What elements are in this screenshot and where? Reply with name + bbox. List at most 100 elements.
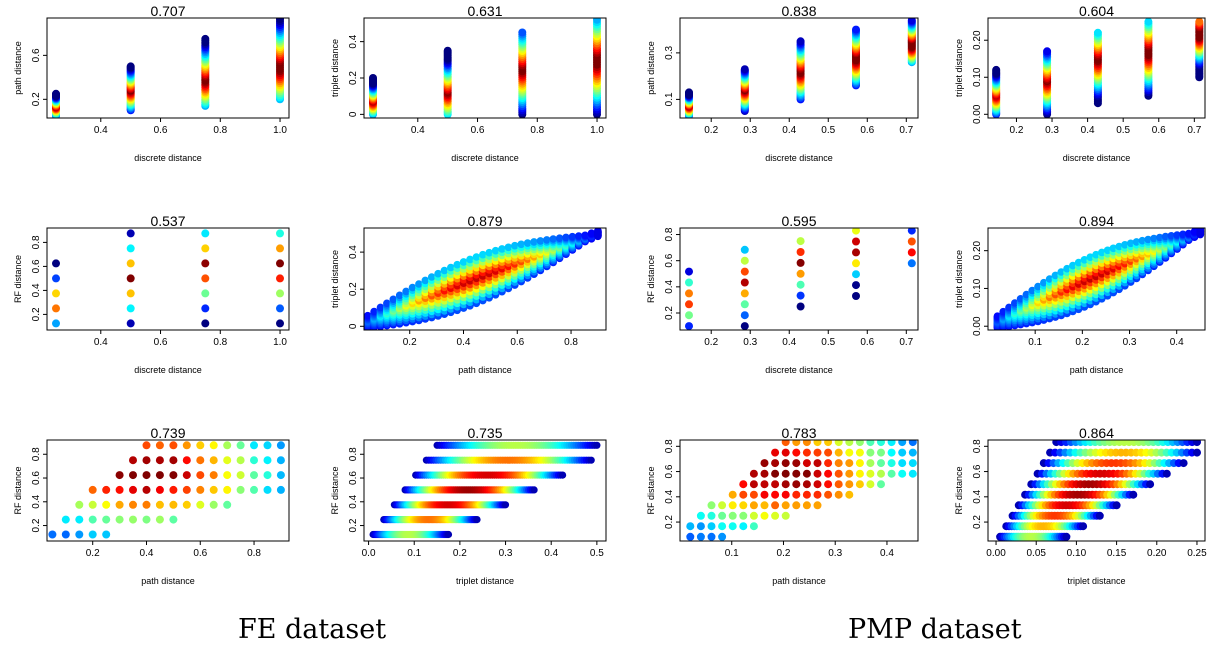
data-point (61, 515, 70, 524)
data-point (802, 459, 811, 468)
y-tick-label: 0.4 (31, 494, 42, 508)
data-point (852, 292, 860, 300)
data-point (88, 530, 97, 539)
scatter-panel-2: 0.631 0.4 0.6 0.8 1.0 0 0.2 0.4 discrete distanc… (330, 3, 607, 163)
y-tick-label: 0.2 (664, 515, 675, 529)
data-point (781, 448, 790, 457)
data-point (749, 522, 758, 531)
y-tick-label: 0.6 (31, 471, 42, 485)
x-axis-label: triplet distance (456, 576, 514, 586)
y-axis-label: triplet distance (330, 250, 340, 308)
data-point (209, 441, 218, 450)
data-point (907, 259, 916, 268)
data-point (845, 459, 854, 468)
data-point (1173, 231, 1181, 239)
data-point (568, 232, 577, 241)
y-tick-label: 0 (348, 323, 359, 329)
data-point (276, 274, 284, 283)
data-point (855, 469, 864, 478)
x-tick-label: 0.8 (564, 337, 578, 348)
data-point (877, 469, 885, 478)
y-tick-label: 0.2 (31, 92, 42, 106)
data-point (126, 229, 135, 238)
data-point (1129, 490, 1138, 499)
data-point (142, 485, 151, 494)
data-point (685, 300, 693, 309)
data-point (88, 500, 97, 509)
data-point (740, 65, 749, 74)
data-point (201, 244, 210, 253)
data-point (276, 289, 284, 298)
data-point (685, 322, 693, 330)
data-point (1005, 303, 1013, 312)
x-tick-label: 0.6 (154, 125, 168, 136)
plot-frame (363, 439, 607, 542)
y-tick-label: 0.2 (348, 71, 359, 85)
data-point (276, 229, 284, 238)
data-point (549, 235, 557, 243)
plot-frame (679, 227, 919, 331)
data-point (877, 440, 885, 447)
x-tick-label: 0.00 (986, 548, 1006, 559)
data-point (1051, 271, 1060, 280)
data-point (115, 515, 124, 524)
y-axis-label: RF distance (646, 255, 656, 303)
data-point (685, 278, 693, 287)
data-point (1074, 258, 1083, 267)
data-point (824, 459, 833, 468)
data-point (739, 490, 748, 499)
data-point (129, 456, 137, 465)
data-point (796, 248, 805, 256)
data-point (845, 469, 854, 478)
data-point (718, 532, 727, 541)
data-point (866, 440, 875, 447)
plot-frame (46, 17, 290, 119)
data-point (182, 500, 191, 509)
y-tick-label: 0.8 (664, 227, 675, 241)
points-group (686, 440, 917, 541)
data-point (250, 456, 258, 465)
y-tick-label: 0.4 (348, 34, 359, 48)
data-point (1195, 18, 1204, 26)
data-point (792, 459, 801, 468)
x-tick-label: 0.4 (782, 337, 796, 348)
y-tick-label: 0.6 (972, 464, 983, 478)
x-tick-label: 0.2 (704, 125, 718, 136)
y-tick-label: 0.20 (972, 240, 983, 260)
data-point (196, 441, 205, 450)
data-point (276, 319, 284, 328)
plot-frame (987, 439, 1206, 542)
scatter-panel-11: 0.783 0.1 0.2 0.3 0.4 0.2 0.4 0.6 0.8 path distan… (646, 425, 919, 586)
data-point (201, 34, 210, 43)
scatter-panel-8: 0.894 0.1 0.2 0.3 0.4 0.00 0.10 0.20 path distan… (954, 213, 1206, 375)
data-point (686, 532, 695, 541)
data-point (559, 471, 567, 479)
data-point (1190, 228, 1199, 236)
x-tick-label: 0.3 (499, 548, 513, 559)
data-point (992, 65, 1001, 74)
x-axis-label: path distance (141, 576, 195, 586)
x-tick-label: 0.6 (193, 548, 207, 559)
data-point (796, 269, 805, 278)
y-tick-label: 0.8 (31, 235, 42, 249)
data-point (593, 18, 601, 24)
x-tick-label: 0.5 (821, 337, 835, 348)
data-point (276, 259, 284, 268)
data-point (740, 245, 749, 254)
plot-frame (363, 17, 607, 119)
data-point (740, 289, 749, 298)
data-point (587, 456, 595, 464)
data-point (196, 471, 205, 480)
x-tick-label: 0.4 (544, 548, 558, 559)
data-point (466, 255, 474, 264)
data-point (223, 456, 232, 465)
data-point (142, 471, 151, 480)
data-point (685, 289, 693, 298)
data-point (696, 532, 705, 541)
y-axis-label: RF distance (13, 255, 23, 303)
x-tick-label: 0.4 (1081, 125, 1095, 136)
x-tick-label: 0.7 (899, 337, 913, 348)
panel-title: 0.604 (1079, 3, 1114, 19)
data-point (126, 244, 135, 253)
data-point (440, 266, 449, 275)
